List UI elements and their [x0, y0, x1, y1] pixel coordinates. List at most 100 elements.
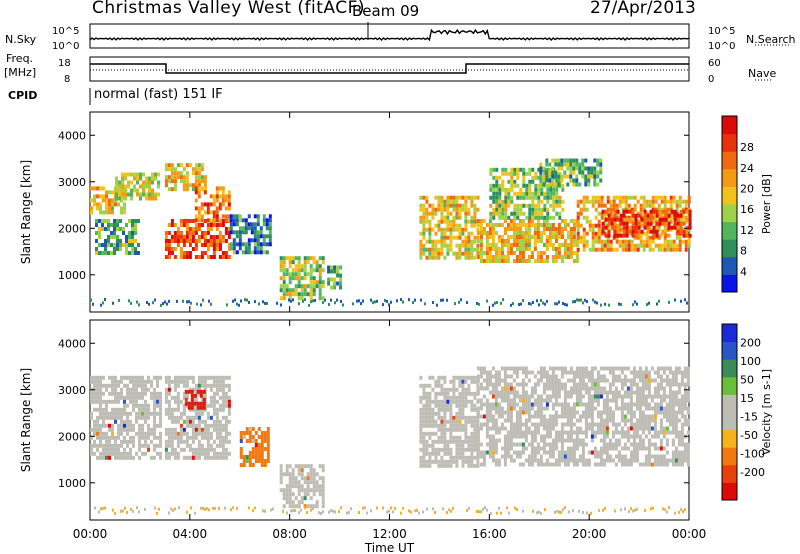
velocity-colorbar-label: Velocity [m s-1] — [760, 369, 773, 455]
power-colorbar-swatch — [722, 204, 737, 223]
x-tick-label: 04:00 — [173, 527, 208, 541]
velocity-colorbar-tick-label: 50 — [740, 374, 754, 387]
power-echo-band — [164, 163, 207, 192]
power-echo-band — [601, 209, 692, 238]
station-title: Christmas Valley West (fitACF) — [92, 0, 366, 18]
power-echo-band — [327, 265, 343, 290]
velocity-echo-band — [184, 389, 206, 410]
date-title: 27/Apr/2013 — [590, 0, 696, 18]
velocity-echo-band — [419, 375, 480, 468]
power-colorbar-swatch — [722, 274, 737, 293]
freq-right-tick-top: 60 — [708, 58, 721, 69]
velocity-heatmap — [89, 319, 690, 521]
cpid-label: CPID — [8, 89, 38, 102]
noise-sky-label: N.Sky — [5, 33, 37, 46]
power-colorbar-swatch — [722, 151, 737, 170]
velocity-colorbar-swatch — [722, 464, 737, 483]
noise-sky-trace — [89, 28, 690, 42]
power-colorbar-tick-label: 24 — [740, 162, 754, 175]
nave-label: Nave — [748, 67, 777, 80]
power-colorbar-tick-label: 28 — [740, 141, 754, 154]
velocity-colorbar-swatch — [722, 482, 737, 501]
freq-panel-frame — [89, 56, 690, 82]
freq-left-tick-bottom: 8 — [64, 74, 70, 85]
velocity-colorbar-swatch — [722, 447, 737, 466]
velocity-echo-band — [164, 375, 231, 460]
x-tick-label: 08:00 — [272, 527, 307, 541]
velocity-colorbar-swatch — [722, 429, 737, 448]
velocity-colorbar-tick-label: 100 — [740, 355, 761, 368]
power-echo-band — [95, 219, 140, 255]
power-echo-band — [194, 186, 231, 223]
velocity-colorbar-tick-label: -15 — [740, 411, 758, 424]
power-colorbar-tick-label: 16 — [740, 203, 754, 216]
x-tick-label: 12:00 — [372, 527, 407, 541]
power-echo-band — [539, 158, 603, 187]
velocity-colorbar-swatch — [722, 341, 737, 360]
x-tick-label: 20:00 — [572, 527, 607, 541]
power-echo-band — [229, 214, 272, 255]
power-y-axis-label: Slant Range [km] — [19, 160, 33, 264]
freq-label: Freq. — [6, 52, 34, 65]
power-colorbar-swatch — [722, 168, 737, 187]
noise-right-tick-top: 10^5 — [708, 26, 735, 37]
velocity-colorbar-frame — [721, 323, 738, 501]
freq-trace — [90, 63, 689, 74]
power-colorbar-swatch — [722, 239, 737, 258]
noise-left-tick-bottom: 10^0 — [52, 41, 79, 52]
velocity-colorbar-swatch — [722, 324, 737, 343]
power-colorbar-tick-label: 8 — [740, 245, 747, 258]
beam-title: Beam 09 — [352, 2, 420, 20]
velocity-colorbar-tick-label: -50 — [740, 429, 758, 442]
noise-right-tick-bottom: 10^0 — [708, 41, 735, 52]
power-colorbar-frame — [721, 115, 738, 293]
power-colorbar-swatch — [722, 256, 737, 275]
power-colorbar-tick-label: 12 — [740, 224, 754, 237]
power-heatmap — [89, 111, 692, 313]
noise-search-label: N.Search — [746, 33, 796, 46]
power-colorbar-label: Power [dB] — [760, 174, 773, 234]
velocity-colorbar-tick-label: -200 — [740, 466, 765, 479]
x-axis-label: Time UT — [364, 541, 415, 554]
velocity-colorbar-swatch — [722, 359, 737, 378]
power-echo-band — [164, 219, 231, 259]
x-tick-label: 00:00 — [672, 527, 707, 541]
velocity-colorbar-tick-label: 200 — [740, 337, 761, 350]
velocity-y-tick-label: 2000 — [58, 430, 86, 443]
power-y-tick-label: 1000 — [58, 269, 86, 282]
velocity-y-tick-label: 1000 — [58, 477, 86, 490]
velocity-echo-band — [239, 427, 270, 467]
x-tick-label: 00:00 — [73, 527, 108, 541]
velocity-echo-band — [279, 464, 325, 509]
freq-unit-label: [MHz] — [4, 66, 37, 79]
power-echo-band — [115, 172, 160, 201]
freq-left-tick-top: 18 — [58, 58, 71, 69]
noise-left-tick-top: 10^5 — [52, 26, 79, 37]
velocity-near-range-echoes — [94, 506, 686, 515]
velocity-colorbar-tick-label: 15 — [740, 392, 754, 405]
velocity-colorbar-swatch — [722, 394, 737, 413]
velocity-y-tick-label: 3000 — [58, 384, 86, 397]
velocity-echo-band — [476, 366, 690, 467]
power-colorbar-swatch — [722, 116, 737, 135]
power-colorbar-tick-label: 4 — [740, 265, 747, 278]
cpid-value: normal (fast) 151 IF — [94, 87, 223, 102]
power-colorbar-tick-label: 20 — [740, 182, 754, 195]
power-colorbar-swatch — [722, 186, 737, 205]
power-near-range-echoes — [90, 298, 688, 307]
velocity-colorbar-swatch — [722, 412, 737, 431]
power-y-tick-label: 3000 — [58, 176, 86, 189]
power-echo-band — [279, 256, 325, 301]
noise-panel-frame — [89, 23, 690, 49]
x-tick-label: 16:00 — [472, 527, 507, 541]
power-y-tick-label: 2000 — [58, 222, 86, 235]
power-colorbar-swatch — [722, 133, 737, 152]
velocity-y-tick-label: 4000 — [58, 337, 86, 350]
power-colorbar-swatch — [722, 221, 737, 240]
velocity-colorbar-swatch — [722, 376, 737, 395]
velocity-y-axis-label: Slant Range [km] — [19, 368, 33, 472]
power-y-tick-label: 4000 — [58, 129, 86, 142]
freq-right-tick-bottom: 0 — [708, 74, 714, 85]
